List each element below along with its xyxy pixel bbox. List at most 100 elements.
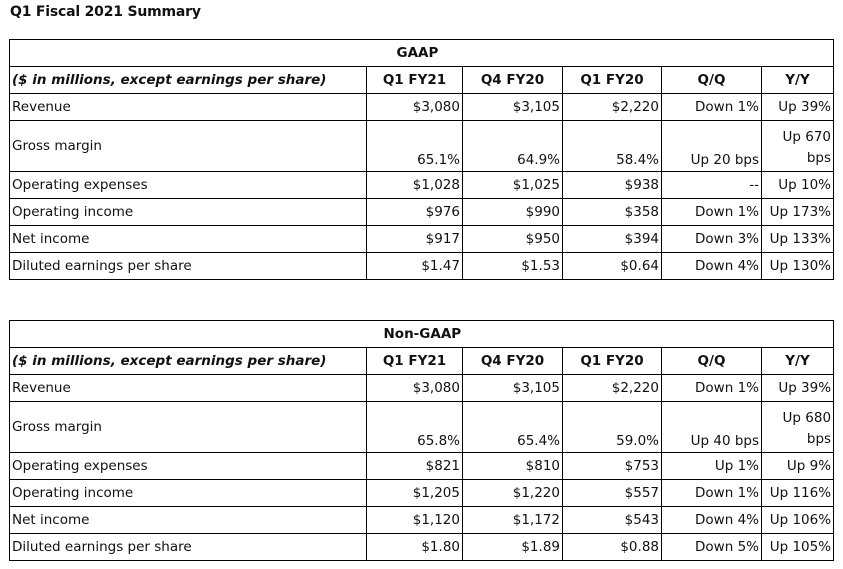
cell-q4fy20: $1,220 xyxy=(462,479,563,507)
row-label: Net income xyxy=(9,225,367,253)
table-row-net-income: Net income $1,120 $1,172 $543 Down 4% Up… xyxy=(9,506,835,534)
cell-q4fy20: 64.9% xyxy=(462,120,563,172)
cell-qoq: -- xyxy=(661,171,762,199)
cell-q1fy20: 59.0% xyxy=(562,401,662,453)
cell-q1fy21: $3,080 xyxy=(366,93,463,121)
table-row-revenue: Revenue $3,080 $3,105 $2,220 Down 1% Up … xyxy=(9,374,835,402)
cell-q1fy20: $2,220 xyxy=(562,93,662,121)
group-label: GAAP xyxy=(366,39,834,67)
cell-q1fy21: $3,080 xyxy=(366,374,463,402)
row-label: Gross margin xyxy=(9,120,367,172)
row-label: Revenue xyxy=(9,93,367,121)
cell-q1fy20: $0.64 xyxy=(562,252,662,280)
cell-q1fy21: $1,028 xyxy=(366,171,463,199)
cell-yoy: Up 680 bps xyxy=(760,401,835,453)
cell-q1fy20: $358 xyxy=(562,198,662,226)
cell-q1fy20: $938 xyxy=(562,171,662,199)
header-qoq: Q/Q xyxy=(661,66,762,94)
row-label: Operating income xyxy=(9,198,367,226)
cell-q1fy21: 65.8% xyxy=(366,401,463,453)
cell-qoq: Down 1% xyxy=(661,374,762,402)
row-label: Revenue xyxy=(9,374,367,402)
table-row-operating-expenses: Operating expenses $821 $810 $753 Up 1% … xyxy=(9,452,835,480)
header-yoy: Y/Y xyxy=(760,347,835,375)
cell-yoy: Up 173% xyxy=(761,198,834,226)
header-q4fy20: Q4 FY20 xyxy=(462,66,563,94)
cell-q4fy20: $1,025 xyxy=(462,171,563,199)
cell-q1fy20: $0.88 xyxy=(562,533,662,561)
header-q1fy20: Q1 FY20 xyxy=(562,347,662,375)
cell-qoq: Down 1% xyxy=(661,479,762,507)
header-yoy: Y/Y xyxy=(761,66,834,94)
table-row-net-income: Net income $917 $950 $394 Down 3% Up 133… xyxy=(9,225,834,253)
cell-q4fy20: $1.89 xyxy=(462,533,563,561)
cell-q4fy20: $1,172 xyxy=(462,506,563,534)
cell-yoy: Up 133% xyxy=(761,225,834,253)
row-label: Diluted earnings per share xyxy=(9,533,367,561)
table-row-operating-income: Operating income $1,205 $1,220 $557 Down… xyxy=(9,479,835,507)
table-row-gross-margin: Gross margin 65.8% 65.4% 59.0% Up 40 bps… xyxy=(9,401,835,453)
header-label: ($ in millions, except earnings per shar… xyxy=(9,66,367,94)
cell-qoq: Up 40 bps xyxy=(661,401,762,453)
row-label: Net income xyxy=(9,506,367,534)
cell-q1fy21: $1.47 xyxy=(366,252,463,280)
cell-q1fy20: 58.4% xyxy=(562,120,662,172)
cell-q4fy20: $3,105 xyxy=(462,374,563,402)
table-row-gross-margin: Gross margin 65.1% 64.9% 58.4% Up 20 bps… xyxy=(9,120,834,172)
row-label: Operating expenses xyxy=(9,171,367,199)
cell-yoy: Up 9% xyxy=(760,452,835,480)
cell-yoy: Up 39% xyxy=(761,93,834,121)
page-title: Q1 Fiscal 2021 Summary xyxy=(10,4,201,20)
header-label: ($ in millions, except earnings per shar… xyxy=(9,347,367,375)
table-header-row: ($ in millions, except earnings per shar… xyxy=(9,66,834,94)
nongaap-table: Non-GAAP ($ in millions, except earnings… xyxy=(9,320,835,561)
row-label: Operating expenses xyxy=(9,452,367,480)
cell-qoq: Down 4% xyxy=(661,252,762,280)
cell-q4fy20: $1.53 xyxy=(462,252,563,280)
cell-yoy: Up 106% xyxy=(760,506,835,534)
cell-q1fy21: $1,205 xyxy=(366,479,463,507)
table-row-revenue: Revenue $3,080 $3,105 $2,220 Down 1% Up … xyxy=(9,93,834,121)
cell-qoq: Up 20 bps xyxy=(661,120,762,172)
cell-q1fy21: $976 xyxy=(366,198,463,226)
cell-q1fy21: $821 xyxy=(366,452,463,480)
table-row-diluted-eps: Diluted earnings per share $1.80 $1.89 $… xyxy=(9,533,835,561)
cell-q4fy20: $3,105 xyxy=(462,93,563,121)
table-group-row: GAAP xyxy=(9,39,834,67)
cell-q1fy20: $753 xyxy=(562,452,662,480)
cell-q1fy21: $1,120 xyxy=(366,506,463,534)
cell-yoy: Up 39% xyxy=(760,374,835,402)
cell-q4fy20: $950 xyxy=(462,225,563,253)
cell-qoq: Down 4% xyxy=(661,506,762,534)
header-q4fy20: Q4 FY20 xyxy=(462,347,563,375)
table-header-row: ($ in millions, except earnings per shar… xyxy=(9,347,835,375)
cell-qoq: Down 1% xyxy=(661,93,762,121)
cell-yoy: Up 130% xyxy=(761,252,834,280)
cell-yoy: Up 10% xyxy=(761,171,834,199)
cell-q4fy20: $990 xyxy=(462,198,563,226)
cell-yoy: Up 105% xyxy=(760,533,835,561)
group-label: Non-GAAP xyxy=(366,320,835,348)
cell-qoq: Down 5% xyxy=(661,533,762,561)
header-q1fy21: Q1 FY21 xyxy=(366,66,463,94)
cell-q4fy20: $810 xyxy=(462,452,563,480)
cell-qoq: Down 3% xyxy=(661,225,762,253)
table-group-row: Non-GAAP xyxy=(9,320,835,348)
table-row-operating-income: Operating income $976 $990 $358 Down 1% … xyxy=(9,198,834,226)
table-row-operating-expenses: Operating expenses $1,028 $1,025 $938 --… xyxy=(9,171,834,199)
cell-q1fy21: 65.1% xyxy=(366,120,463,172)
row-label: Gross margin xyxy=(9,401,367,453)
table-row-diluted-eps: Diluted earnings per share $1.47 $1.53 $… xyxy=(9,252,834,280)
cell-q4fy20: 65.4% xyxy=(462,401,563,453)
header-qoq: Q/Q xyxy=(661,347,762,375)
cell-yoy: Up 670 bps xyxy=(761,120,834,172)
header-q1fy20: Q1 FY20 xyxy=(562,66,662,94)
gaap-table: GAAP ($ in millions, except earnings per… xyxy=(9,39,834,280)
cell-q1fy21: $1.80 xyxy=(366,533,463,561)
cell-q1fy20: $557 xyxy=(562,479,662,507)
cell-qoq: Down 1% xyxy=(661,198,762,226)
cell-q1fy21: $917 xyxy=(366,225,463,253)
cell-yoy: Up 116% xyxy=(760,479,835,507)
cell-q1fy20: $543 xyxy=(562,506,662,534)
row-label: Diluted earnings per share xyxy=(9,252,367,280)
